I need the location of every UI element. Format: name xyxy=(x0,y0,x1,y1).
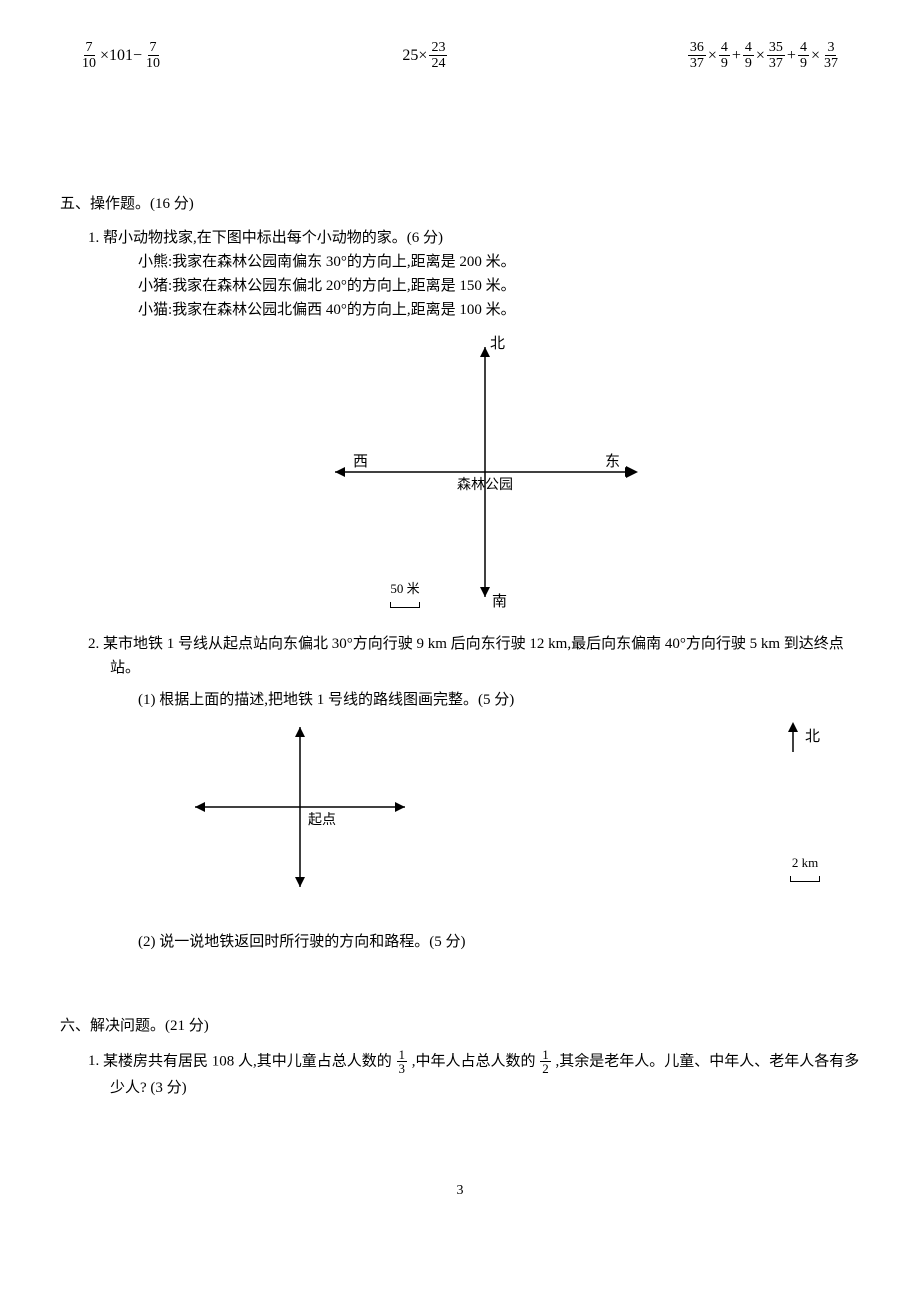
compass2-scale: 2 km xyxy=(790,853,820,882)
eq3-op3: × xyxy=(756,43,765,69)
compass1-svg xyxy=(285,332,685,612)
equation-1: 710 ×101− 710 xyxy=(80,40,162,72)
equation-3: 3637 × 49 + 49 × 3537 + 49 × 337 xyxy=(688,40,840,72)
eq1-f1-den: 10 xyxy=(80,56,98,71)
s6p1-text-b: ,中年人占总人数的 xyxy=(412,1053,536,1069)
eq3-op5: × xyxy=(811,43,820,69)
section6-heading: 六、解决问题。(21 分) xyxy=(60,1014,860,1038)
route-right-col: 北 2 km xyxy=(783,722,820,882)
p1-bear: 小熊:我家在森林公园南偏东 30°的方向上,距离是 200 米。 xyxy=(110,250,860,274)
north-label: 北 xyxy=(805,725,820,749)
compass1-scale-label: 50 米 xyxy=(390,579,419,600)
eq1-f2-den: 10 xyxy=(144,56,162,71)
scale-bracket-icon-2 xyxy=(790,876,820,882)
s6p1-frac2: 12 xyxy=(540,1048,551,1076)
compass1-north: 北 xyxy=(490,332,505,356)
equations-row: 710 ×101− 710 25× 2324 3637 × 49 + 49 × … xyxy=(60,40,860,72)
p2-text: 某市地铁 1 号线从起点站向东偏北 30°方向行驶 9 km 后向东行驶 12 … xyxy=(103,636,844,676)
p2-num: 2. xyxy=(88,636,99,652)
eq1-f1-num: 7 xyxy=(84,40,95,56)
route-figure: 起点 北 2 km xyxy=(110,712,860,922)
s6p1-text-a: 某楼房共有居民 108 人,其中儿童占总人数的 xyxy=(103,1053,392,1069)
p1-text: 帮小动物找家,在下图中标出每个小动物的家。(6 分) xyxy=(103,230,443,246)
eq1-mid: ×101− xyxy=(100,43,142,69)
compass1-center: 森林公园 xyxy=(457,475,513,497)
page-number: 3 xyxy=(60,1180,860,1202)
compass1-south: 南 xyxy=(492,590,507,614)
compass-diagram-1: 北 南 西 东 森林公园 50 米 xyxy=(285,332,685,612)
s6p1-frac1: 13 xyxy=(397,1048,408,1076)
compass1-west: 西 xyxy=(353,450,368,474)
p2-sub2: (2) 说一说地铁返回时所行驶的方向和路程。(5 分) xyxy=(110,930,860,954)
eq3-op1: × xyxy=(708,43,717,69)
p1-pig: 小猪:我家在森林公园东偏北 20°的方向上,距离是 150 米。 xyxy=(110,274,860,298)
eq3-f4n: 35 xyxy=(767,40,785,56)
eq3-f5d: 9 xyxy=(798,56,809,71)
compass1-east: 东 xyxy=(605,450,620,474)
eq3-f2d: 9 xyxy=(719,56,730,71)
eq3-f6d: 37 xyxy=(822,56,840,71)
north-arrow-icon xyxy=(783,722,803,752)
p1-num: 1. xyxy=(88,230,99,246)
section6-problem1: 1. 某楼房共有居民 108 人,其中儿童占总人数的 13 ,中年人占总人数的 … xyxy=(60,1048,860,1100)
compass1-scale: 50 米 xyxy=(390,577,420,608)
compass2-scale-label: 2 km xyxy=(792,853,818,874)
eq3-f3d: 9 xyxy=(743,56,754,71)
p1-cat: 小猫:我家在森林公园北偏西 40°的方向上,距离是 100 米。 xyxy=(110,298,860,322)
north-marker: 北 xyxy=(783,722,820,752)
eq3-f1n: 36 xyxy=(688,40,706,56)
section5-problem2: 2. 某市地铁 1 号线从起点站向东偏北 30°方向行驶 9 km 后向东行驶 … xyxy=(60,632,860,954)
eq2-den: 24 xyxy=(429,56,447,71)
section5-heading: 五、操作题。(16 分) xyxy=(60,192,860,216)
eq1-f2-num: 7 xyxy=(148,40,159,56)
compass2-origin: 起点 xyxy=(308,810,336,832)
eq3-f2n: 4 xyxy=(719,40,730,56)
eq3-f3n: 4 xyxy=(743,40,754,56)
equation-2: 25× 2324 xyxy=(402,40,447,72)
eq3-f5n: 4 xyxy=(798,40,809,56)
compass-diagram-2: 起点 xyxy=(190,722,450,912)
p2-sub1: (1) 根据上面的描述,把地铁 1 号线的路线图画完整。(5 分) xyxy=(110,688,860,712)
eq3-op4: + xyxy=(787,43,796,69)
eq2-num: 23 xyxy=(429,40,447,56)
eq3-op2: + xyxy=(732,43,741,69)
eq3-f1d: 37 xyxy=(688,56,706,71)
section5-problem1: 1. 帮小动物找家,在下图中标出每个小动物的家。(6 分) 小熊:我家在森林公园… xyxy=(60,226,860,612)
s6p1-num: 1. xyxy=(88,1053,99,1069)
scale-bracket-icon xyxy=(390,602,420,608)
eq2-pre: 25× xyxy=(402,43,427,69)
eq3-f4d: 37 xyxy=(767,56,785,71)
eq3-f6n: 3 xyxy=(825,40,836,56)
